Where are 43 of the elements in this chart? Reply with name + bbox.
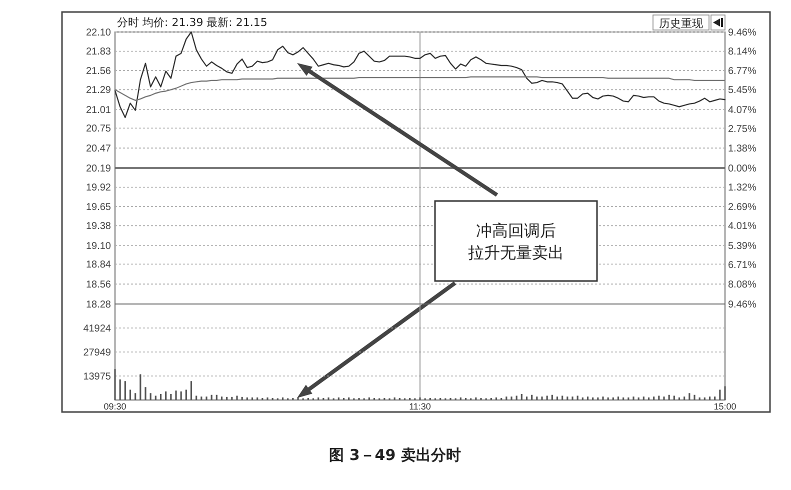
y-tick-label: 19.65 [86,202,112,213]
y2-tick-label: 2.69% [728,202,756,214]
y-tick-label: 21.29 [86,85,112,96]
line-series [114,31,726,118]
y-tick-label: 20.75 [86,124,112,135]
y-tick-label: 19.10 [86,241,112,252]
annotation: 冲高回调后 [476,221,556,240]
y2-tick-label: 8.08% [728,280,756,291]
y2-tick-label: 6.71% [728,260,756,271]
y-tick-label: 18.84 [86,260,112,271]
y2-tick-label: 5.45% [728,85,756,96]
y2-tick-label: 9.46% [728,300,756,310]
text: 历史重现 [659,17,703,30]
y2-tick-label: 1.38% [728,144,756,155]
x-tick-label: 15:00 [714,402,736,412]
y-tick-label: 13975 [83,372,112,382]
y-tick-label: 20.19 [86,164,112,174]
y-tick-label: 41924 [83,324,112,334]
y-tick-label: 18.28 [86,300,112,310]
y-tick-label: 22.10 [86,28,112,38]
y2-tick-label: 2.75% [728,124,756,135]
y2-tick-label: 5.39% [728,240,756,252]
annotation: 拉升无量卖出 [468,243,564,262]
line-series [114,76,726,101]
y-tick-label: 18.56 [86,280,112,291]
x-tick-label: 09:30 [104,402,126,412]
y2-tick-label: 4.01% [728,221,756,232]
y-tick-label: 21.83 [86,46,112,58]
x-tick-label: 11:30 [409,402,431,412]
chart-title: 分时 均价: 21.39 最新: 21.15 [117,16,268,29]
y-tick-label: 19.92 [86,182,112,194]
y-tick-label: 27949 [83,348,112,358]
y-tick-label: 21.01 [86,105,112,116]
caption: 图 3－49 卖出分时 [329,446,461,464]
y-tick-label: 21.56 [86,66,112,77]
y2-tick-label: 9.46% [728,28,756,38]
y2-tick-label: 6.77% [728,66,756,78]
y2-tick-label: 4.07% [728,104,756,116]
y2-tick-label: 0.00% [728,164,756,174]
y-tick-label: 20.47 [86,144,112,155]
y2-tick-label: 1.32% [728,182,756,194]
y-tick-label: 19.38 [86,221,112,232]
y2-tick-label: 8.14% [728,46,756,58]
